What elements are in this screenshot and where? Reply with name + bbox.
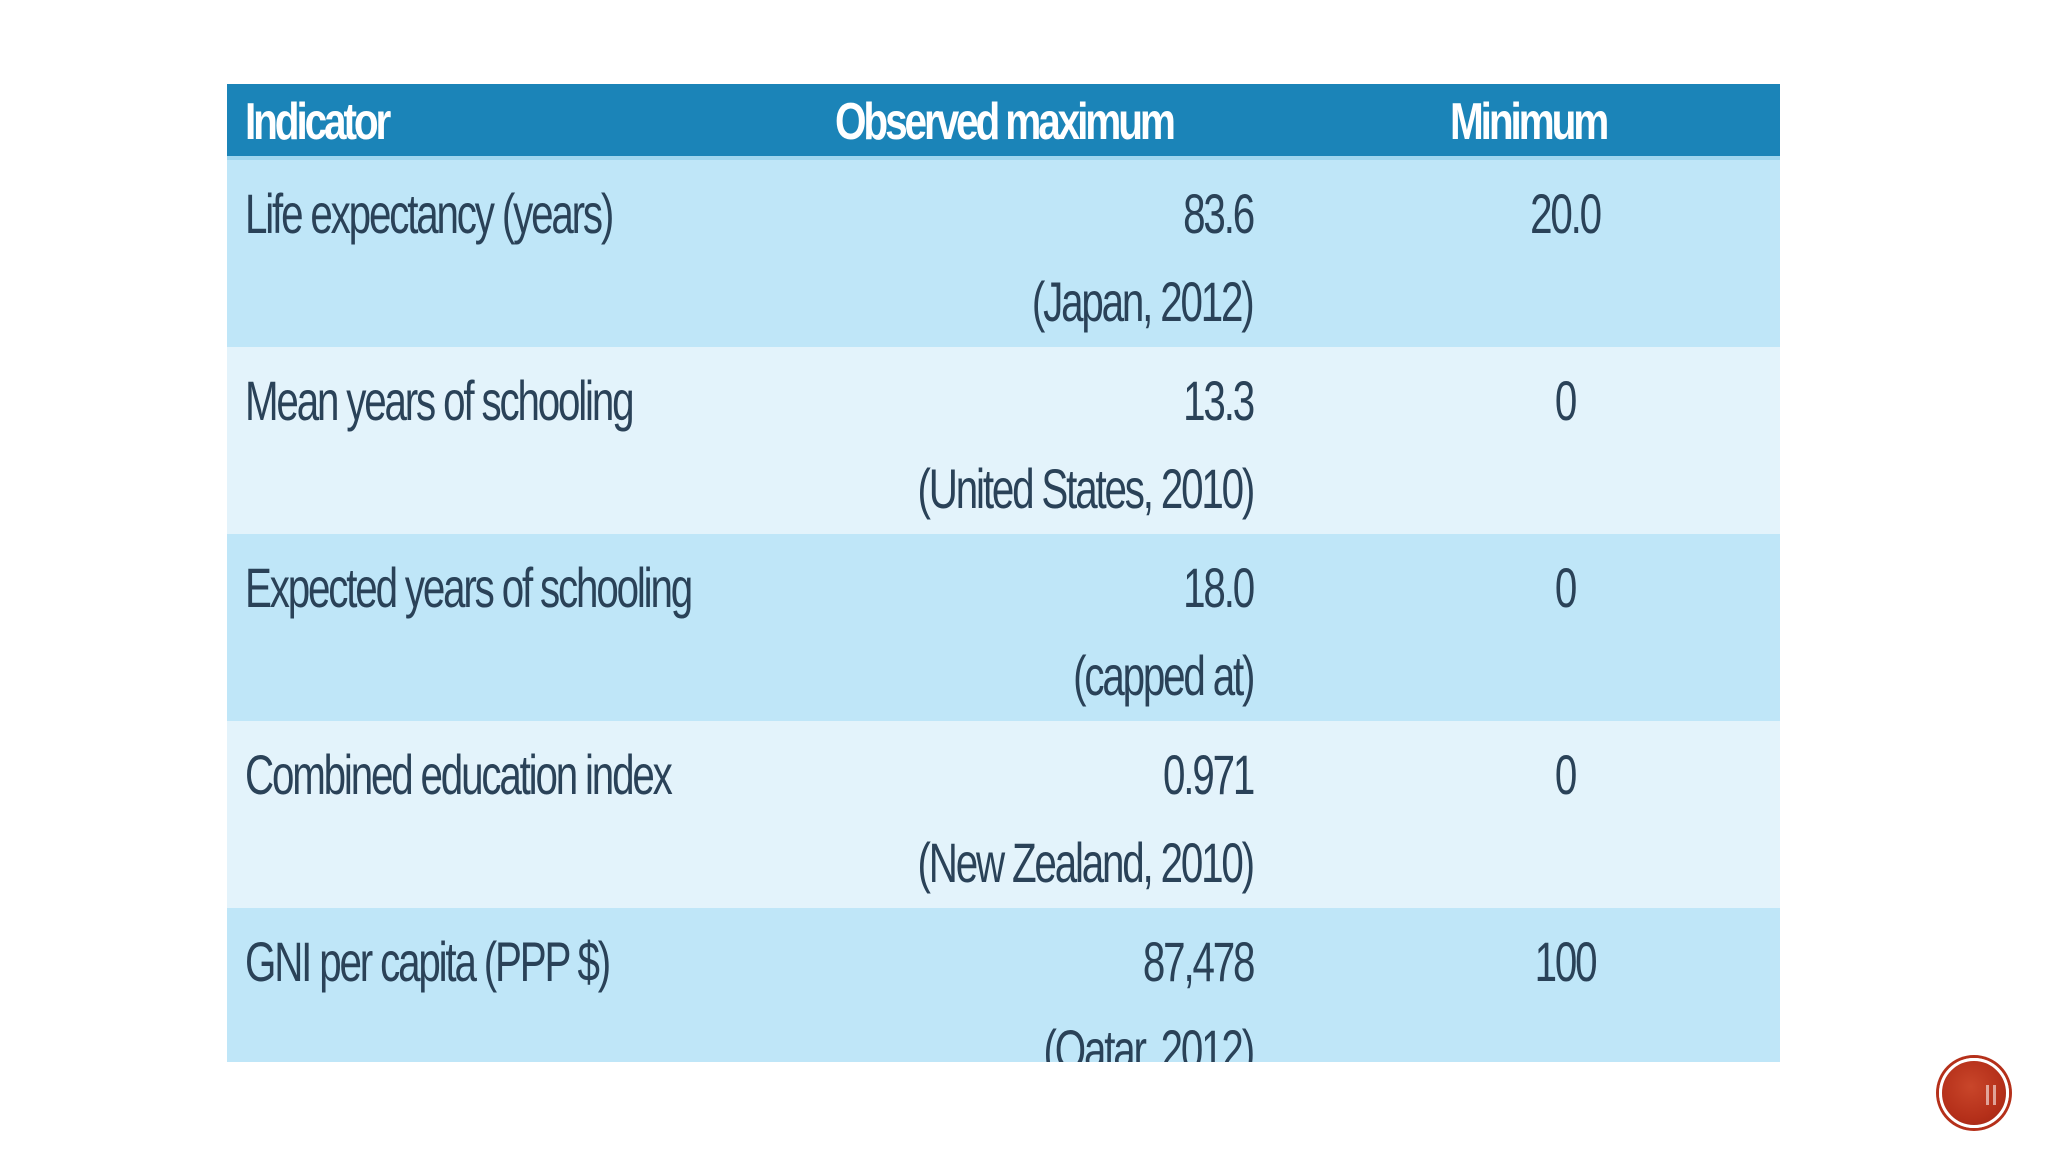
header-indicator: Indicator <box>245 93 391 151</box>
observed-max-cell: 18.0 (capped at) <box>227 534 1255 721</box>
max-note: (United States, 2010) <box>917 457 1255 520</box>
minimum-cell: 0 <box>1554 556 1577 619</box>
table-row: Life expectancy (years) 83.6 (Japan, 201… <box>227 160 1780 347</box>
indicator-cell: GNI per capita (PPP $) <box>245 930 611 993</box>
indicator-cell: Mean years of schooling <box>245 369 635 432</box>
minimum-cell: 20.0 <box>1530 182 1602 245</box>
indicator-cell: Life expectancy (years) <box>245 182 614 245</box>
max-value: 13.3 <box>1183 369 1255 432</box>
max-value: 83.6 <box>1183 182 1255 245</box>
slide-nav-circle-icon[interactable] <box>1939 1058 2009 1128</box>
hdi-indicator-table: Indicator Observed maximum Minimum Life … <box>227 84 1780 1062</box>
table-row: Combined education index 0.971 (New Zeal… <box>227 721 1780 908</box>
minimum-cell: 0 <box>1554 369 1577 432</box>
observed-max-cell: 87,478 (Qatar, 2012) <box>227 908 1256 1063</box>
max-note: (Qatar, 2012) <box>1043 1018 1256 1063</box>
max-note: (New Zealand, 2010) <box>917 831 1256 894</box>
observed-max-cell: 0.971 (New Zealand, 2010) <box>227 721 1256 908</box>
max-note: (Japan, 2012) <box>1032 270 1255 333</box>
observed-max-cell: 13.3 (United States, 2010) <box>227 347 1255 534</box>
max-note: (capped at) <box>1072 644 1255 707</box>
nav-glyph-icon <box>1986 1085 1996 1105</box>
header-minimum: Minimum <box>1450 93 1609 151</box>
observed-max-cell: 83.6 (Japan, 2012) <box>227 160 1255 347</box>
header-observed-maximum: Observed maximum <box>835 93 1176 151</box>
minimum-cell: 0 <box>1554 743 1577 806</box>
indicator-cell: Combined education index <box>245 743 673 806</box>
table-row: GNI per capita (PPP $) 87,478 (Qatar, 20… <box>227 908 1780 1062</box>
table-row: Mean years of schooling 13.3 (United Sta… <box>227 347 1780 534</box>
minimum-cell: 100 <box>1534 930 1598 993</box>
table-header-row: Indicator Observed maximum Minimum <box>227 84 1780 160</box>
max-value: 87,478 <box>1142 930 1256 993</box>
indicator-cell: Expected years of schooling <box>245 556 693 619</box>
max-value: 0.971 <box>1162 743 1255 806</box>
table-row: Expected years of schooling 18.0 (capped… <box>227 534 1780 721</box>
max-value: 18.0 <box>1183 556 1255 619</box>
